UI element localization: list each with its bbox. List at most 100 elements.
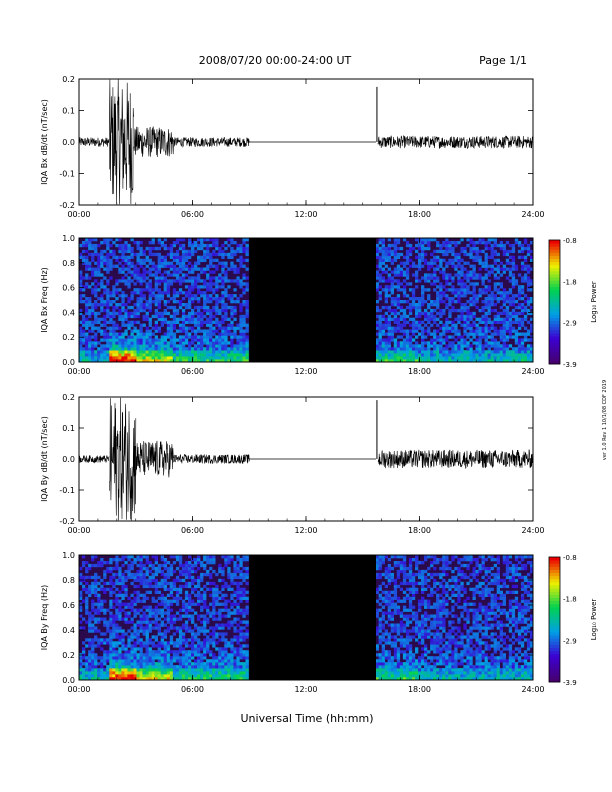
spectrogram-cell [526, 320, 531, 324]
spectrogram-cell [191, 252, 195, 257]
spectrogram-cell [91, 584, 95, 589]
spectrogram-cell [384, 341, 388, 345]
spectrogram-cell [103, 249, 107, 254]
spectrogram-cell [157, 291, 161, 295]
spectrogram-cell [442, 241, 446, 245]
spectrogram-cell [496, 264, 500, 268]
spectrogram-cell [127, 611, 131, 615]
spectrogram-cell [133, 614, 137, 618]
spectrogram-cell [85, 241, 89, 245]
spectrogram-cell [172, 335, 177, 339]
spectrogram-cell [118, 279, 122, 283]
spectrogram-cell [160, 320, 164, 324]
spectrogram-cell [163, 641, 167, 645]
spectrogram-cell [436, 344, 440, 348]
spectrogram-cell [505, 267, 510, 271]
spectrogram-cell [209, 641, 213, 645]
spectrogram-cell [233, 602, 237, 606]
spectrogram-cell [236, 641, 240, 645]
spectrogram-cell [124, 261, 128, 265]
spectrogram-cell [175, 300, 180, 304]
spectrogram-cell [139, 335, 143, 339]
spectrogram-cell [436, 329, 440, 333]
spectrogram-cell [88, 590, 92, 594]
spectrogram-cell [97, 638, 101, 642]
spectrogram-cell [97, 617, 101, 621]
spectrogram-cell [224, 644, 228, 648]
spectrogram-cell [523, 246, 528, 251]
spectrogram-cell [393, 279, 398, 283]
spectrogram-cell [109, 569, 113, 574]
spectrogram-cell [227, 326, 231, 330]
spectrogram-cell [184, 303, 189, 307]
spectrogram-cell [139, 300, 143, 304]
spectrogram-cell [224, 344, 228, 348]
colorbar-swatch [549, 326, 560, 331]
spectrogram-cell [100, 303, 104, 307]
spectrogram-cell [181, 264, 186, 268]
spectrogram-cell [218, 300, 222, 304]
spectrogram-cell [514, 294, 519, 298]
spectrogram-cell [242, 593, 246, 597]
colorbar-swatch [549, 246, 560, 250]
spectrogram-cell [136, 608, 140, 612]
spectrogram-cell [145, 285, 149, 289]
spectrogram-cell [517, 285, 522, 289]
spectrogram-cell [384, 320, 388, 324]
spectrogram-cell [118, 326, 122, 330]
spectrogram-cell [109, 641, 113, 645]
spectrogram-cell [178, 300, 183, 304]
spectrogram-cell [88, 335, 92, 339]
spectrogram-cell [79, 593, 83, 597]
spectrogram-cell [218, 611, 222, 615]
spectrogram-cell [233, 267, 237, 271]
spectrogram-cell [124, 282, 128, 286]
spectrogram-cell [427, 314, 431, 319]
spectrogram-cell [200, 294, 204, 298]
spectrogram-cell [203, 305, 207, 310]
spectrogram-cell [427, 267, 431, 271]
spectrogram-cell [508, 320, 513, 324]
spectrogram-cell [88, 665, 92, 669]
spectrogram-cell [475, 258, 479, 262]
spectrogram-cell [511, 243, 516, 248]
spectrogram-cell [224, 555, 228, 559]
spectrogram-cell [411, 320, 416, 324]
spectrogram-cell [188, 656, 192, 660]
spectrogram-cell [100, 671, 104, 675]
spectrogram-cell [136, 305, 140, 310]
spectrogram-cell [393, 341, 398, 345]
spectrogram-cell [148, 344, 152, 348]
spectrogram-cell [411, 300, 416, 304]
colorbar-swatch [549, 320, 560, 325]
spectrogram-cell [82, 555, 86, 559]
spectrogram-cell [427, 356, 431, 360]
spectrogram-cell [175, 558, 180, 562]
spectrogram-cell [127, 338, 131, 342]
spectrogram-cell [130, 255, 134, 259]
spectrogram-cell [154, 650, 158, 654]
spectrogram-cell [469, 359, 473, 363]
spectrogram-cell [112, 329, 116, 333]
spectrogram-cell [100, 255, 104, 259]
spectrogram-cell [103, 569, 107, 574]
spectrogram-cell [411, 344, 416, 348]
spectrogram-cell [197, 243, 201, 248]
spectrogram-cell [245, 555, 249, 559]
spectrogram-cell [97, 317, 101, 321]
spectrogram-cell [530, 311, 534, 316]
spectrogram-cell [169, 590, 174, 594]
spectrogram-cell [112, 605, 116, 609]
spectrogram-cell [106, 261, 110, 265]
spectrogram-cell [133, 668, 137, 672]
spectrogram-cell [181, 647, 186, 651]
spectrogram-cell [194, 653, 198, 657]
spectrogram-cell [402, 359, 407, 363]
spectrogram-cell [215, 677, 219, 681]
spectrogram-cell [88, 267, 92, 271]
spectrogram-cell [130, 677, 134, 681]
spectrogram-cell [163, 665, 167, 669]
spectrogram-cell [418, 252, 422, 257]
spectrogram-cell [445, 246, 449, 251]
spectrogram-cell [160, 581, 164, 586]
